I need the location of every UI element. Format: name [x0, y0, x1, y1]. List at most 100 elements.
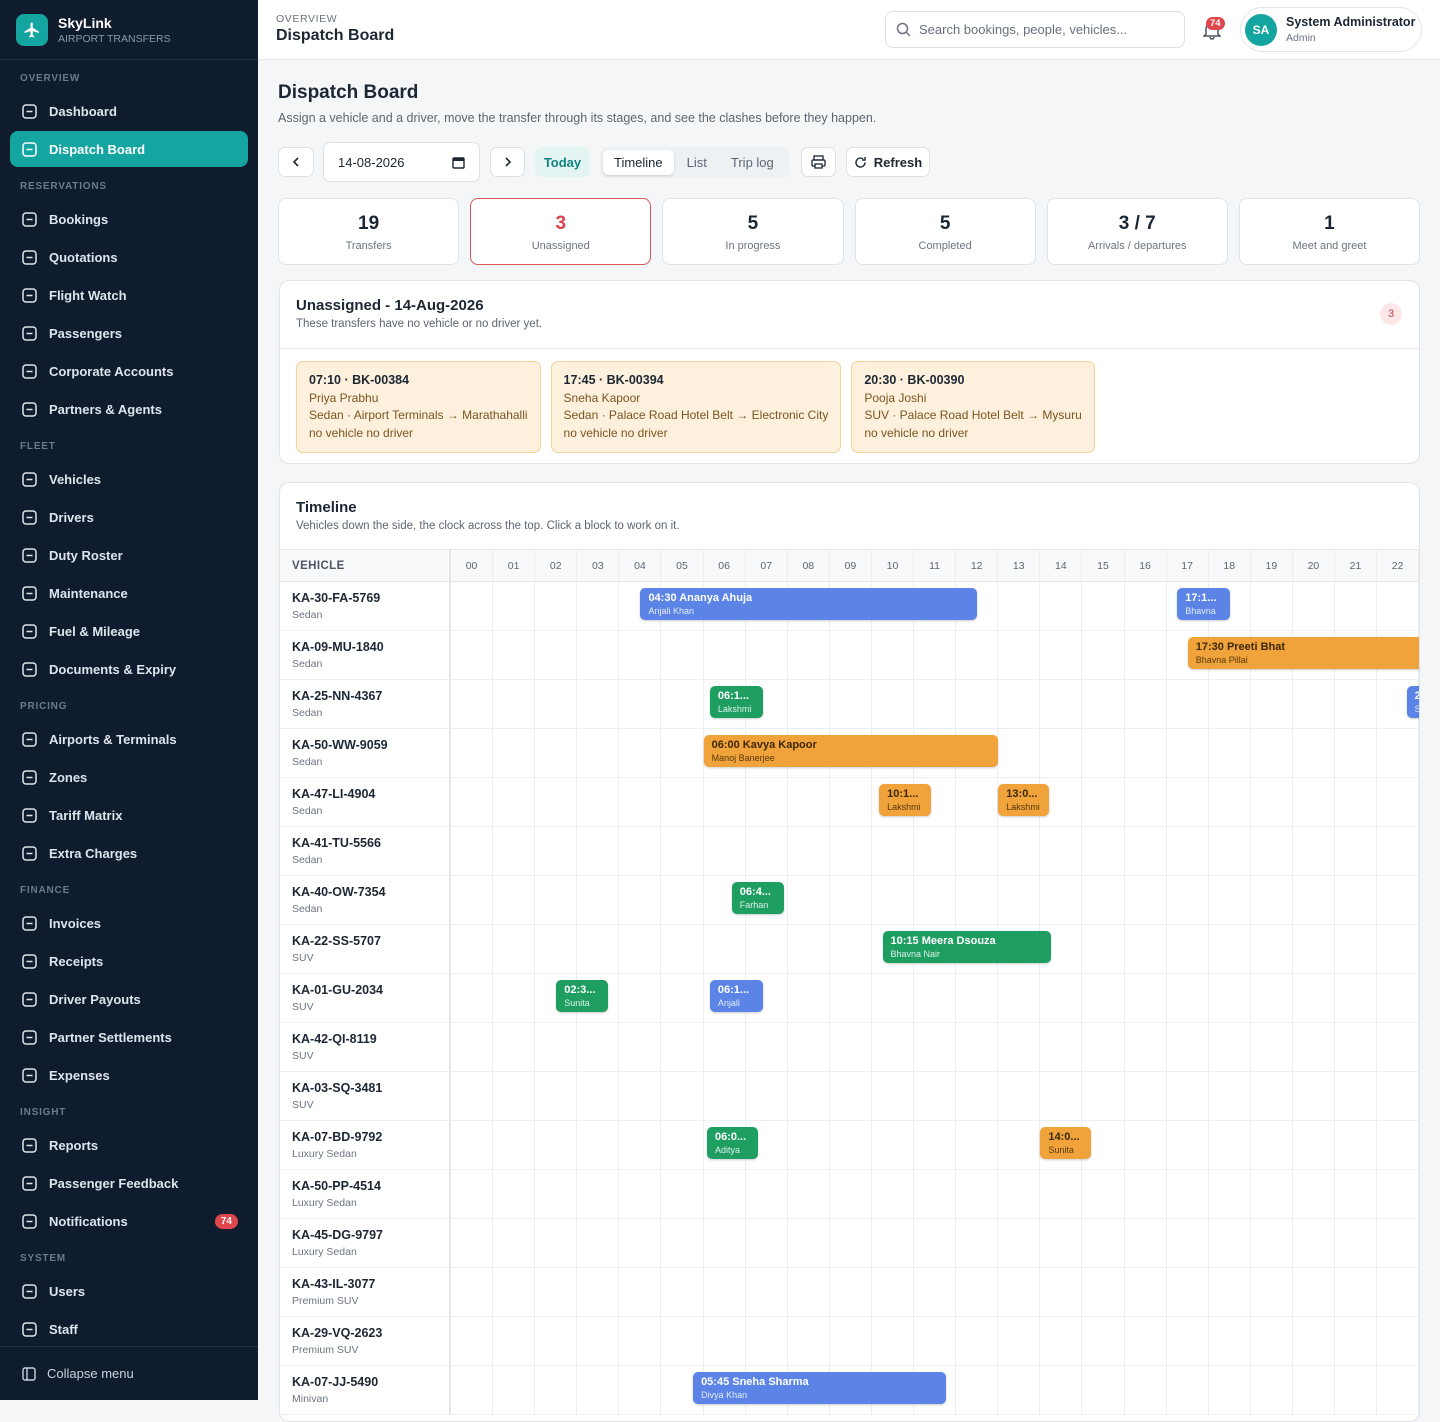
hour-label: 02 [535, 550, 578, 581]
vehicle-row: KA-50-WW-9059 Sedan 06:00 Kavya Kapoor Mano… [280, 729, 1419, 778]
nav-item[interactable]: Extra Charges [0, 834, 248, 872]
next-button[interactable] [490, 147, 525, 177]
nav-item[interactable]: Documents & Expiry [0, 650, 248, 688]
stat-value: 3 / 7 [1118, 213, 1156, 234]
nav-item[interactable]: Duty Roster [0, 536, 248, 574]
hour-cell [830, 1170, 872, 1218]
vehicle-row: KA-47-LI-4904 Sedan 10:1... Lakshmi 13:0... L… [280, 778, 1419, 827]
hour-cell [1125, 1317, 1167, 1365]
hour-cell [577, 582, 620, 630]
nav-item[interactable]: Driver Payouts [0, 980, 248, 1018]
refresh-button[interactable]: Refresh [846, 147, 930, 177]
nav-item[interactable]: Zones [0, 758, 248, 796]
stat-card[interactable]: 1 Meet and greet [1238, 198, 1421, 265]
stat-card[interactable]: 3 Unassigned [470, 198, 652, 265]
nav-item[interactable]: Passenger Feedback [0, 1164, 248, 1202]
trip-block[interactable]: 06:1... Lakshmi [709, 686, 763, 718]
nav-section-title: FLEET [20, 441, 56, 452]
nav-item[interactable]: Reports [0, 1126, 248, 1164]
vehicle-type: Premium SUV [292, 1295, 359, 1307]
trip-block[interactable]: 05:45 Sneha Sharma Divya Khan [693, 1372, 946, 1404]
hour-cell [956, 631, 999, 679]
trip-block[interactable]: 06:0... Aditya [706, 1127, 759, 1159]
hour-cell [872, 680, 915, 728]
nav-item[interactable]: Maintenance [0, 574, 248, 612]
stat-card[interactable]: 3 / 7 Arrivals / departures [1046, 198, 1228, 265]
hour-cell [493, 1170, 536, 1218]
date-input[interactable]: 14-08-2026 [323, 142, 480, 182]
trip-block[interactable]: 17:30 Preeti Bhat Bhavna Pillai [1187, 637, 1419, 669]
card-head: 07:10 · BK-00384 [309, 373, 410, 387]
nav-label: Dispatch Board [49, 141, 146, 157]
brand-sub: AIRPORT TRANSFERS [58, 32, 171, 45]
nav-label: Airports & Terminals [49, 731, 177, 747]
nav-item[interactable]: Receipts [0, 942, 248, 980]
trip-title: 06:1... [717, 690, 750, 702]
print-button[interactable] [801, 147, 836, 177]
vehicle-row: KA-43-IL-3077 Premium SUV [280, 1268, 1419, 1317]
stat-card[interactable]: 5 In progress [662, 198, 844, 265]
nav-item[interactable]: Quotations [0, 238, 248, 276]
view-tab[interactable]: Trip log [730, 155, 774, 170]
trip-block[interactable]: 06:00 Kavya Kapoor Manoj Banerjee [703, 735, 999, 767]
nav-item[interactable]: Expenses [0, 1056, 248, 1094]
trip-block[interactable]: 04:30 Ananya Ahuja Anjali Khan [640, 588, 978, 620]
prev-button[interactable] [278, 147, 314, 177]
transfer-card[interactable]: 20:30 · BK-00390 Pooja Joshi SUV · Palace … [851, 361, 1095, 453]
nav-item[interactable]: Flight Watch [0, 276, 248, 314]
hour-cell [619, 1366, 662, 1414]
nav-item[interactable]: Dashboard [0, 92, 248, 130]
trip-block[interactable]: 2S [1406, 686, 1419, 718]
today-button[interactable]: Today [535, 147, 590, 177]
stat-card[interactable]: 19 Transfers [278, 198, 460, 265]
trip-block[interactable]: 14:0... Sunita [1040, 1127, 1091, 1159]
trip-block[interactable]: 17:1... Bhavna [1177, 588, 1230, 620]
search-box[interactable]: Search bookings, people, vehicles... [885, 11, 1185, 48]
trip-block[interactable]: 02:3... Sunita [556, 980, 609, 1012]
trip-block[interactable]: 10:15 Meera Dsouza Bhavna Nair [882, 931, 1051, 963]
nav-item[interactable]: Staff [0, 1310, 248, 1348]
vehicle-cell: KA-03-SQ-3481 SUV [280, 1072, 451, 1120]
nav-item[interactable]: Notifications 74 [0, 1202, 248, 1240]
collapse-button[interactable]: Collapse menu [0, 1346, 258, 1400]
transfer-card[interactable]: 17:45 · BK-00394 Sneha Kapoor Sedan · Pala… [550, 361, 842, 453]
hour-cell [704, 1317, 746, 1365]
user-menu[interactable]: SA System Administrator Admin [1240, 7, 1422, 52]
nav-item[interactable]: Airports & Terminals [0, 720, 248, 758]
hour-cell [914, 974, 957, 1022]
nav-item[interactable]: Dispatch Board [10, 131, 248, 167]
nav-item[interactable]: Tariff Matrix [0, 796, 248, 834]
refresh-icon [855, 156, 866, 168]
hour-cell [1209, 876, 1251, 924]
stat-card[interactable]: 5 Completed [854, 198, 1036, 265]
hour-cell [746, 1023, 788, 1071]
nav-item[interactable]: Passengers [0, 314, 248, 352]
view-tab[interactable]: Timeline [603, 150, 674, 175]
nav-item[interactable]: Fuel & Mileage [0, 612, 248, 650]
hour-cell [788, 1268, 830, 1316]
hour-cell [619, 974, 662, 1022]
hour-label: 01 [493, 550, 536, 581]
stat-label: Meet and greet [1292, 240, 1367, 252]
trip-block[interactable]: 06:1... Anjali [709, 980, 763, 1012]
nav-item[interactable]: Bookings [0, 200, 248, 238]
transfer-card[interactable]: 07:10 · BK-00384 Priya Prabhu Sedan · Airp… [296, 361, 541, 453]
trip-block[interactable]: 10:1... Lakshmi [879, 784, 931, 816]
hour-label: 21 [1335, 550, 1378, 581]
hour-cell [914, 876, 957, 924]
hour-cell [1377, 582, 1419, 630]
nav-item[interactable]: Partner Settlements [0, 1018, 248, 1056]
hour-cell [535, 1366, 578, 1414]
nav-item[interactable]: Vehicles [0, 460, 248, 498]
nav-icon [22, 953, 37, 969]
trip-title: 06:00 Kavya Kapoor [711, 739, 817, 751]
collapse-icon [22, 1366, 36, 1381]
nav-item[interactable]: Invoices [0, 904, 248, 942]
view-tab[interactable]: List [686, 155, 707, 170]
trip-block[interactable]: 06:4... Farhan [731, 882, 784, 914]
nav-item[interactable]: Drivers [0, 498, 248, 536]
nav-item[interactable]: Partners & Agents [0, 390, 248, 428]
nav-item[interactable]: Corporate Accounts [0, 352, 248, 390]
nav-item[interactable]: Users [0, 1272, 248, 1310]
trip-block[interactable]: 13:0... Lakshmi [998, 784, 1049, 816]
